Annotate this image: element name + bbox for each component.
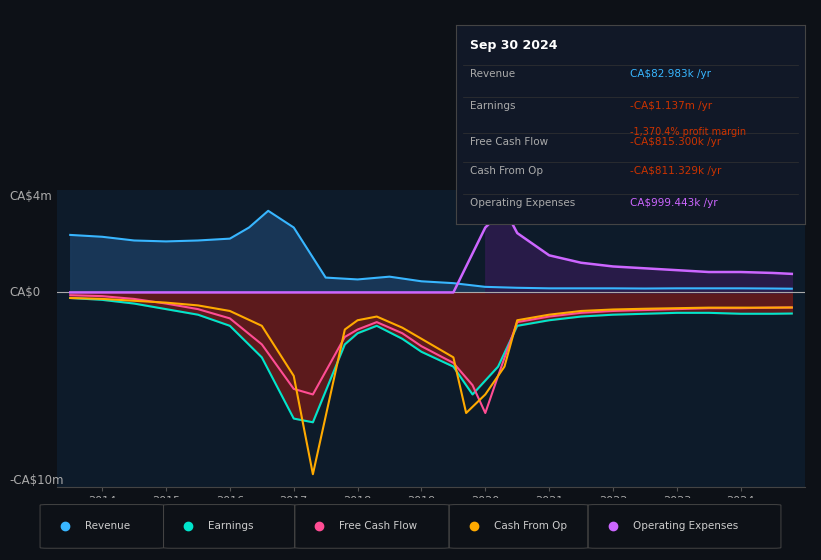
Text: CA$82.983k /yr: CA$82.983k /yr <box>631 69 711 79</box>
Text: -CA$1.137m /yr: -CA$1.137m /yr <box>631 101 713 111</box>
Text: CA$999.443k /yr: CA$999.443k /yr <box>631 198 718 208</box>
Text: Free Cash Flow: Free Cash Flow <box>340 521 418 531</box>
Text: Cash From Op: Cash From Op <box>494 521 566 531</box>
Text: -1,370.4% profit margin: -1,370.4% profit margin <box>631 127 746 137</box>
Text: Cash From Op: Cash From Op <box>470 166 543 176</box>
Text: -CA$10m: -CA$10m <box>9 474 63 487</box>
Text: Revenue: Revenue <box>470 69 515 79</box>
Text: Operating Expenses: Operating Expenses <box>633 521 738 531</box>
Text: Free Cash Flow: Free Cash Flow <box>470 137 548 147</box>
Text: Revenue: Revenue <box>85 521 130 531</box>
Text: -CA$811.329k /yr: -CA$811.329k /yr <box>631 166 722 176</box>
Text: -CA$815.300k /yr: -CA$815.300k /yr <box>631 137 721 147</box>
Text: CA$0: CA$0 <box>9 286 40 299</box>
Text: Earnings: Earnings <box>209 521 254 531</box>
Text: Earnings: Earnings <box>470 101 515 111</box>
Text: Sep 30 2024: Sep 30 2024 <box>470 39 557 52</box>
Text: CA$4m: CA$4m <box>9 190 52 203</box>
Text: Operating Expenses: Operating Expenses <box>470 198 575 208</box>
